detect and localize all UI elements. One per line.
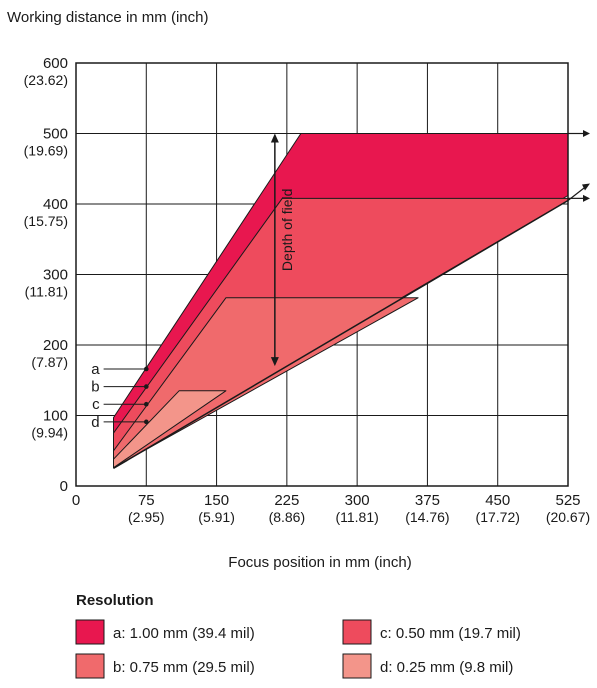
x-tick-label: 225 [274,492,299,509]
x-tick-label: 150 [204,492,229,509]
y-tick-label: 600 [43,55,68,72]
y-tick-sublabel: (7.87) [31,354,68,370]
continuation-arrowhead [583,194,590,202]
x-tick-sublabel: (17.72) [476,509,520,525]
depth-of-field-arrowhead-top [270,133,279,143]
x-tick-label: 300 [345,492,370,509]
x-tick-label: 0 [72,492,80,509]
depth-of-field-arrowhead-bottom [270,357,279,367]
pointer-label-c: c [92,396,100,413]
lower-boundary-line [113,199,569,470]
legend-swatch-c [342,619,372,645]
legend-swatch-d [342,653,372,679]
x-tick-sublabel: (8.86) [269,509,306,525]
legend-label-b: b: 0.75 mm (29.5 mil) [113,659,255,676]
depth-of-field-label: Depth of field [279,189,295,272]
pointer-label-a: a [91,361,100,378]
continuation-arrowhead [583,130,590,137]
y-tick-sublabel: (15.75) [24,213,68,229]
pointer-dot-b [143,384,149,389]
pointer-dot-c [143,401,149,407]
tick-labels: 0 75(2.95)150(5.91)225(8.86)300(11.81)375… [24,55,591,525]
x-tick-label: 450 [485,492,510,509]
area-d [113,390,227,469]
x-tick-sublabel: (11.81) [335,509,378,525]
legend-swatch-b [75,653,105,679]
continuation-arrowhead [582,183,590,191]
legend-swatch-a [75,619,105,645]
x-tick-sublabel: (20.67) [546,509,590,525]
y-axis-title: Working distance in mm (inch) [7,9,208,26]
y-tick-label: 300 [43,267,68,284]
legend-label-d: d: 0.25 mm (9.8 mil) [380,659,513,676]
pointer-dot-a [143,366,149,372]
x-tick-label: 525 [555,492,580,509]
legend-title: Resolution [76,592,154,609]
x-tick-label: 75 [138,492,155,509]
plot-frame [75,62,569,487]
x-tick-label: 375 [415,492,440,509]
resolution-areas [113,133,569,470]
y-tick-label: 500 [43,126,68,143]
y-tick-label: 0 [60,478,68,495]
y-tick-sublabel: (11.81) [25,284,68,300]
y-tick-sublabel: (19.69) [24,143,68,159]
y-tick-label: 100 [43,408,68,425]
legend: a: 1.00 mm (39.4 mil) c: 0.50 mm (19.7 mi… [75,619,521,679]
legend-label-c: c: 0.50 mm (19.7 mil) [380,625,521,642]
pointer-label-d: d [91,414,99,431]
x-tick-sublabel: (5.91) [198,509,235,525]
pointer-label-b: b [91,379,99,396]
continuation-arrow-line [567,186,587,201]
y-tick-sublabel: (9.94) [31,425,68,441]
legend-label-a: a: 1.00 mm (39.4 mil) [113,625,255,642]
pointer-dot-d [143,419,149,425]
y-tick-sublabel: (23.62) [24,72,68,88]
y-tick-label: 200 [43,337,68,354]
x-tick-sublabel: (14.76) [405,509,449,525]
x-axis-title: Focus position in mm (inch) [228,554,411,571]
y-tick-label: 400 [43,196,68,213]
x-tick-sublabel: (2.95) [128,509,165,525]
axes [75,62,590,487]
